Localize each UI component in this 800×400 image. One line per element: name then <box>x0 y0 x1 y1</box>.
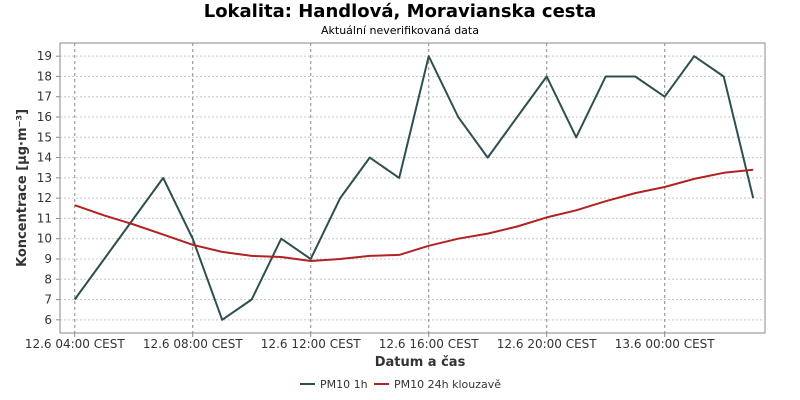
y-tick-label: 15 <box>37 130 52 144</box>
y-tick-label: 18 <box>37 69 52 83</box>
y-tick-label: 17 <box>37 90 52 104</box>
y-axis-label: Koncentrace [µg·m⁻³] <box>15 109 30 267</box>
y-tick-label: 19 <box>37 49 52 63</box>
x-axis-ticks: 12.6 04:00 CEST 12.6 08:00 CEST 12.6 12:00… <box>25 333 715 351</box>
y-tick-label: 14 <box>37 151 52 165</box>
legend-label: PM10 1h <box>320 378 368 391</box>
y-tick-label: 13 <box>37 171 52 185</box>
x-tick-label: 12.6 04:00 CEST <box>25 337 126 351</box>
x-tick-label: 12.6 20:00 CEST <box>497 337 598 351</box>
plot-frame <box>59 42 766 334</box>
y-tick-label: 12 <box>37 191 52 205</box>
chart-subtitle: Aktuální neverifikovaná data <box>321 24 479 37</box>
y-tick-label: 6 <box>44 313 52 327</box>
y-tick-label: 10 <box>37 232 52 246</box>
series-lines <box>73 55 755 321</box>
grid-lines <box>60 43 765 333</box>
y-axis-ticks: 6 7 8 9 10 11 12 13 14 15 16 17 18 19 <box>37 49 60 327</box>
chart-title: Lokalita: Handlová, Moravianska cesta <box>203 1 597 22</box>
y-tick-label: 7 <box>44 293 52 307</box>
y-tick-label: 16 <box>37 110 52 124</box>
x-tick-label: 13.6 00:00 CEST <box>615 337 716 351</box>
series-line-pm10-24h <box>74 168 754 262</box>
y-tick-label: 11 <box>37 211 52 225</box>
x-axis-label: Datum a čas <box>375 355 466 370</box>
y-tick-label: 9 <box>44 252 52 266</box>
x-tick-label: 12.6 08:00 CEST <box>143 337 244 351</box>
series-line-pm10-1h <box>73 55 755 321</box>
x-tick-label: 12.6 16:00 CEST <box>379 337 480 351</box>
x-tick-label: 12.6 12:00 CEST <box>261 337 362 351</box>
legend-label: PM10 24h klouzavě <box>394 378 501 391</box>
legend: PM10 1h PM10 24h klouzavě <box>300 378 501 391</box>
y-tick-label: 8 <box>44 272 52 286</box>
plot-area <box>59 42 766 334</box>
